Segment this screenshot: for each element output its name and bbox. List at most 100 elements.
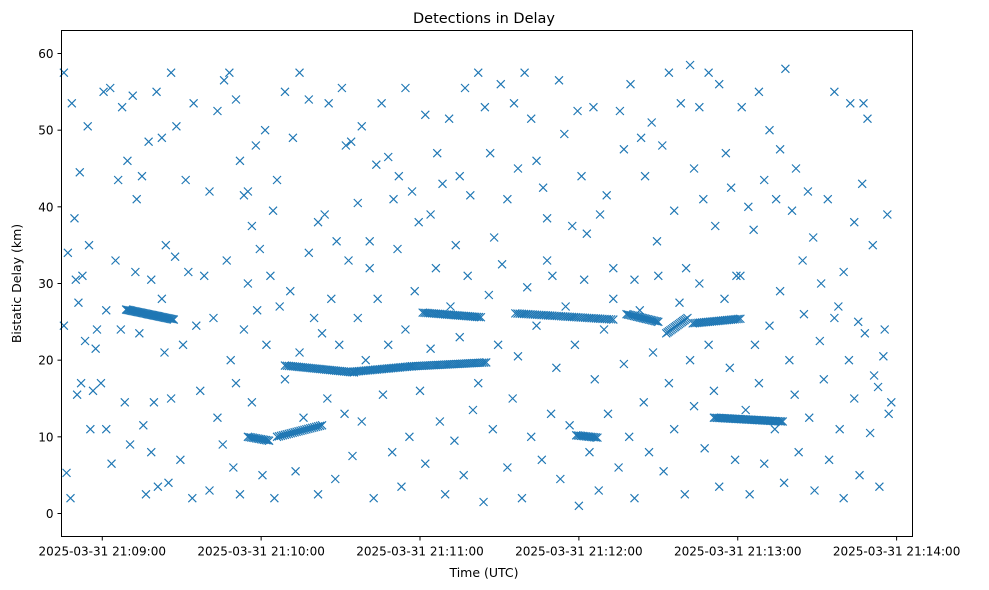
data-point	[579, 275, 589, 285]
data-point	[775, 416, 784, 426]
data-point	[489, 233, 499, 242]
data-point	[353, 313, 363, 323]
data-point	[431, 263, 441, 273]
data-point	[324, 98, 334, 108]
data-point	[70, 213, 79, 223]
data-point	[542, 213, 552, 223]
data-point	[288, 133, 298, 143]
data-point	[120, 397, 130, 407]
data-point	[420, 459, 430, 469]
data-point	[735, 314, 745, 324]
data-point	[299, 413, 308, 423]
data-point	[863, 114, 872, 124]
data-point	[476, 312, 486, 322]
data-point	[269, 493, 279, 503]
data-point	[175, 455, 185, 465]
data-point	[710, 221, 720, 231]
data-point	[608, 294, 618, 304]
y-tick-label: 50	[38, 124, 53, 138]
data-point	[160, 348, 169, 357]
data-point	[161, 240, 171, 250]
data-point	[555, 474, 565, 484]
data-point	[857, 179, 867, 189]
data-point	[75, 167, 85, 177]
data-point	[266, 271, 275, 281]
data-point	[91, 344, 101, 354]
data-point	[383, 340, 393, 350]
data-point	[547, 271, 557, 281]
data-point	[681, 263, 691, 273]
data-point	[599, 325, 609, 334]
data-point	[365, 236, 375, 246]
data-point	[228, 463, 238, 472]
data-point	[790, 390, 800, 400]
data-point	[166, 394, 176, 403]
data-point	[205, 187, 214, 196]
data-point	[884, 409, 894, 419]
data-point	[770, 424, 780, 434]
data-point	[252, 305, 262, 315]
data-point	[775, 144, 785, 154]
data-point	[619, 144, 629, 154]
data-point	[593, 433, 602, 443]
data-point	[224, 68, 234, 78]
data-point	[537, 455, 547, 465]
data-point	[759, 459, 769, 469]
data-point	[664, 378, 674, 388]
data-point	[243, 279, 253, 288]
data-point	[652, 317, 662, 326]
data-point	[704, 68, 714, 78]
y-tick-label: 10	[38, 430, 53, 444]
data-point	[209, 313, 218, 323]
data-point	[704, 340, 714, 350]
data-point	[258, 470, 267, 480]
data-point	[332, 236, 342, 246]
data-point	[647, 118, 657, 127]
data-point	[878, 351, 888, 361]
data-point	[260, 125, 270, 135]
data-point	[532, 156, 541, 166]
data-point	[405, 432, 414, 442]
data-point	[166, 314, 176, 324]
data-point	[313, 489, 323, 499]
data-point	[829, 313, 839, 323]
data-point	[765, 125, 774, 135]
data-point	[63, 248, 73, 258]
data-point	[146, 447, 156, 457]
data-point	[337, 83, 347, 93]
data-point	[488, 424, 498, 434]
data-point	[650, 316, 660, 326]
data-point	[720, 294, 729, 304]
data-point	[880, 325, 890, 334]
data-point	[653, 317, 663, 327]
data-point	[361, 355, 371, 365]
data-point	[255, 244, 265, 254]
data-point	[134, 328, 144, 338]
x-tick-label: 2025-03-31 21:14:00	[833, 545, 960, 559]
data-point	[653, 271, 663, 281]
data-point	[107, 459, 116, 469]
data-point	[295, 68, 304, 78]
data-point	[574, 501, 584, 511]
data-point	[589, 432, 599, 442]
data-point	[689, 401, 699, 411]
data-point	[344, 256, 353, 265]
data-point	[189, 98, 199, 108]
data-point	[326, 294, 336, 304]
data-point	[268, 206, 278, 216]
data-point	[264, 436, 274, 446]
data-point	[157, 294, 167, 304]
data-point	[146, 275, 156, 285]
data-point	[590, 374, 600, 384]
data-point	[630, 493, 639, 503]
data-point	[725, 363, 735, 373]
data-point	[99, 87, 109, 97]
data-point	[280, 374, 290, 384]
data-point	[833, 302, 843, 311]
data-point	[615, 106, 625, 116]
data-point	[128, 91, 138, 101]
data-point	[105, 83, 115, 93]
data-point	[83, 121, 93, 131]
data-point	[522, 282, 532, 292]
